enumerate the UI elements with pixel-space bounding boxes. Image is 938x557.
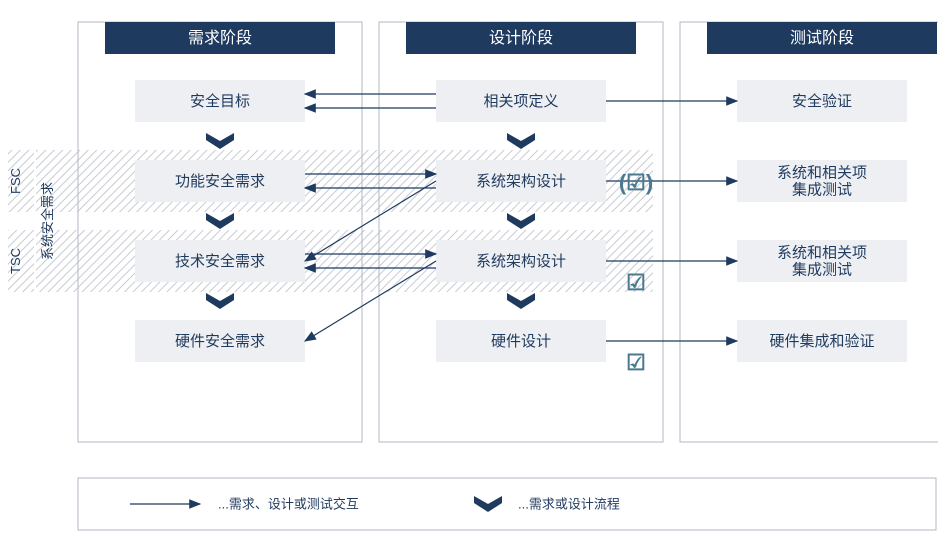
chevron-down-icon [206,293,234,309]
rot-label-tsc: TSC [8,248,23,274]
rot-label-sysreq: 系统安全需求 [40,182,55,260]
node-label: 集成测试 [792,181,852,198]
node-label: 集成测试 [792,261,852,278]
node-label: 系统和相关项 [777,244,867,261]
chevron-down-icon [507,133,535,149]
chevron-down-icon [507,293,535,309]
node-label: 系统和相关项 [777,164,867,181]
check-icon: ☑ [626,270,646,295]
node-label: 系统架构设计 [476,253,566,270]
column-title: 需求阶段 [188,29,252,47]
legend-chevron-label: ...需求或设计流程 [518,496,620,511]
node-label: 硬件集成和验证 [769,333,874,350]
legend-arrow-label: ...需求、设计或测试交互 [218,496,359,511]
node-label: 技术安全需求 [175,252,265,270]
node-label: 安全目标 [190,92,250,110]
node-label: 安全验证 [792,92,852,110]
node-label: 相关项定义 [483,93,558,110]
column-title: 设计阶段 [489,29,553,47]
legend-box [78,478,936,530]
chevron-down-icon [474,496,502,512]
node-label: 功能安全需求 [175,172,265,190]
node-label: 系统架构设计 [476,173,566,190]
legend: ...需求、设计或测试交互 ...需求或设计流程 [78,478,936,530]
chevron-down-icon [507,213,535,229]
chevron-down-icon [206,213,234,229]
chevron-down-icon [206,133,234,149]
check-icon: (☑) [619,170,653,195]
node-label: 硬件安全需求 [175,332,265,350]
diagram-canvas: 需求阶段 设计阶段 测试阶段 安全目标功能安全需求技术安全需求硬件安全需求 相关项定义… [0,0,938,557]
check-icon: ☑ [626,350,646,375]
node-label: 硬件设计 [491,333,551,350]
rot-label-fsc: FSC [8,168,23,194]
column-title: 测试阶段 [790,29,854,47]
